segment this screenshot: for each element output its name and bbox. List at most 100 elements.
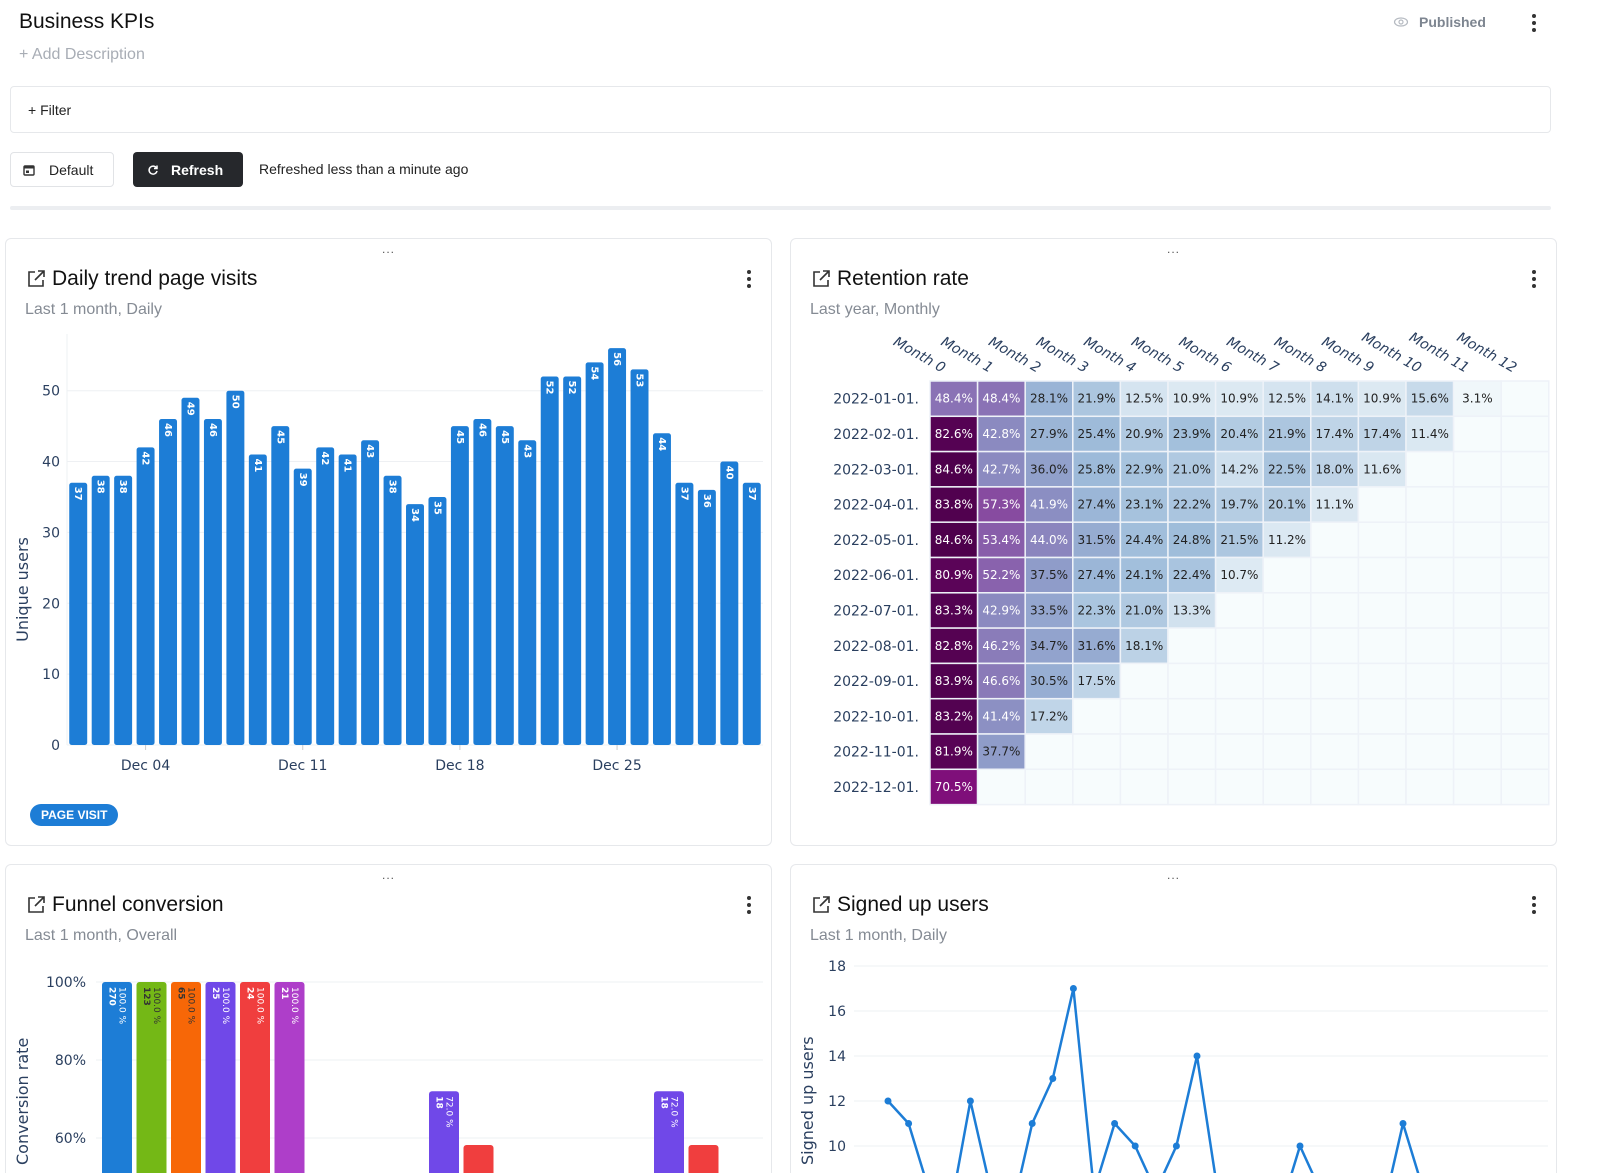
bar-label: 38 bbox=[387, 480, 398, 494]
card-menu-kebab-icon[interactable] bbox=[1526, 894, 1542, 916]
heatmap-cell bbox=[1357, 627, 1407, 665]
add-description-link[interactable]: + Add Description bbox=[19, 46, 145, 63]
cell-label: 10.9% bbox=[1220, 392, 1258, 406]
drag-handle[interactable]: ... bbox=[381, 242, 396, 256]
card-title-link[interactable]: Funnel conversion bbox=[24, 893, 224, 917]
bar-label: 56 bbox=[611, 352, 622, 366]
cell-label: 27.4% bbox=[1078, 568, 1116, 582]
heatmap-cell bbox=[1500, 521, 1550, 559]
heatmap-cell bbox=[1262, 768, 1312, 806]
heatmap-cell bbox=[1119, 662, 1169, 700]
heatmap-cell bbox=[976, 697, 1026, 735]
cell-label: 21.5% bbox=[1220, 533, 1258, 547]
bar-label: 37 bbox=[678, 487, 689, 501]
bar bbox=[383, 475, 402, 745]
dashboard-menu-kebab-icon[interactable] bbox=[1526, 12, 1542, 34]
card-subtitle: Last 1 month, Daily bbox=[25, 301, 162, 318]
heatmap-cell bbox=[1214, 556, 1264, 594]
cell-label: 84.6% bbox=[935, 462, 973, 476]
heatmap-cell bbox=[1500, 627, 1550, 665]
publish-status[interactable]: Published bbox=[1393, 14, 1486, 30]
funnel-bar bbox=[136, 982, 167, 1173]
heatmap-cell bbox=[1500, 450, 1550, 488]
bar bbox=[406, 504, 424, 745]
drag-handle[interactable]: ... bbox=[381, 868, 396, 882]
card-menu-kebab-icon[interactable] bbox=[1526, 268, 1542, 290]
heatmap-cell bbox=[976, 450, 1026, 488]
heatmap-cell bbox=[976, 380, 1026, 418]
heatmap-cell bbox=[929, 592, 979, 629]
add-filter-button[interactable]: + Filter bbox=[28, 102, 72, 118]
funnel-bar bbox=[429, 1091, 459, 1173]
bar-label: 45 bbox=[454, 430, 465, 444]
heatmap-cell bbox=[1024, 733, 1074, 771]
cell-label: 11.6% bbox=[1363, 462, 1401, 476]
bar bbox=[720, 461, 739, 745]
cell-label: 81.9% bbox=[935, 745, 973, 759]
bar bbox=[585, 362, 604, 745]
card-title-link[interactable]: Retention rate bbox=[809, 267, 969, 291]
bar-pct-label: 100.0 % bbox=[289, 987, 299, 1025]
bar-label: 37 bbox=[72, 487, 83, 501]
calendar-icon bbox=[23, 164, 35, 176]
heatmap-cell bbox=[1452, 768, 1502, 806]
heatmap-cell bbox=[1357, 486, 1407, 523]
card-title-link[interactable]: Signed up users bbox=[809, 893, 989, 917]
card-subtitle: Last year, Monthly bbox=[810, 301, 940, 318]
cell-label: 21.0% bbox=[1125, 603, 1163, 617]
cell-label: 83.3% bbox=[935, 603, 973, 617]
bar-label: 43 bbox=[364, 444, 375, 458]
y-tick-label: 80% bbox=[55, 1053, 86, 1069]
cell-label: 13.3% bbox=[1173, 603, 1211, 617]
y-tick-label: 100% bbox=[46, 975, 86, 991]
heatmap-cell bbox=[1357, 662, 1407, 700]
heatmap-cell bbox=[1167, 768, 1217, 806]
bar bbox=[563, 376, 582, 745]
funnel-bar bbox=[171, 982, 201, 1173]
bar-count-label: 270 bbox=[107, 987, 117, 1006]
heatmap-cell bbox=[976, 486, 1026, 523]
data-point bbox=[1111, 1120, 1119, 1127]
cell-label: 46.6% bbox=[982, 674, 1020, 688]
column-label: Month 0 bbox=[890, 334, 948, 377]
refresh-button[interactable]: Refresh bbox=[133, 152, 243, 187]
page-title[interactable]: Business KPIs bbox=[19, 10, 155, 33]
heatmap-cell bbox=[1500, 556, 1550, 594]
bar bbox=[114, 475, 133, 745]
cell-label: 33.5% bbox=[1030, 603, 1068, 617]
bar-count-label: 25 bbox=[210, 987, 220, 1000]
bar bbox=[271, 426, 290, 745]
heatmap-cell bbox=[1024, 450, 1074, 488]
drag-handle[interactable]: ... bbox=[1166, 242, 1181, 256]
bar bbox=[226, 390, 245, 745]
bar bbox=[361, 440, 380, 745]
heatmap-cell bbox=[1452, 556, 1502, 594]
legend-page-visit[interactable]: PAGE VISIT bbox=[30, 804, 119, 826]
cell-label: 12.5% bbox=[1125, 392, 1163, 406]
date-preset-button[interactable]: Default bbox=[10, 152, 114, 187]
card-menu-kebab-icon[interactable] bbox=[741, 268, 757, 290]
heatmap-cell bbox=[1262, 415, 1312, 453]
bar-pct-label: 100.0 % bbox=[186, 987, 196, 1025]
heatmap-cell bbox=[929, 556, 979, 594]
cell-label: 22.2% bbox=[1173, 498, 1211, 512]
data-point bbox=[1193, 1052, 1201, 1060]
drag-handle[interactable]: ... bbox=[1166, 868, 1181, 882]
heatmap-cell bbox=[1072, 733, 1122, 771]
bar bbox=[69, 482, 88, 745]
heatmap-cell bbox=[1119, 627, 1169, 665]
row-label: 2022-08-01. bbox=[833, 639, 919, 655]
funnel-bar bbox=[205, 982, 236, 1173]
heatmap-cell bbox=[1024, 556, 1074, 594]
bar bbox=[159, 419, 178, 745]
heatmap-cell bbox=[1405, 521, 1455, 559]
cell-label: 34.7% bbox=[1030, 639, 1068, 653]
card-title-link[interactable]: Daily trend page visits bbox=[24, 267, 257, 291]
data-point bbox=[1028, 1120, 1036, 1127]
external-link-icon bbox=[28, 896, 45, 913]
bar-label: 42 bbox=[140, 451, 151, 465]
heatmap-cell bbox=[1214, 627, 1264, 665]
cell-label: 48.4% bbox=[982, 392, 1020, 406]
card-menu-kebab-icon[interactable] bbox=[741, 894, 757, 916]
card-subtitle: Last 1 month, Daily bbox=[810, 927, 947, 944]
